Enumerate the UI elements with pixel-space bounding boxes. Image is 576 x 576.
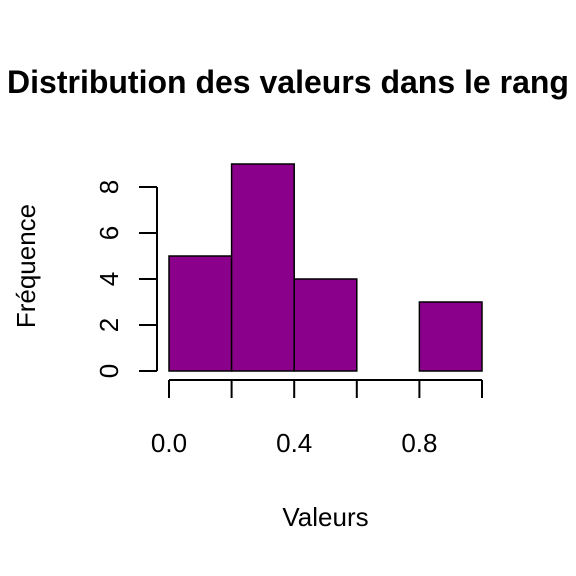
y-axis-label: Fréquence — [11, 204, 41, 328]
x-tick-label: 0.0 — [151, 428, 187, 458]
y-tick-label: 4 — [94, 272, 124, 286]
histogram-bar — [418, 301, 483, 372]
x-tick-label: 0.4 — [276, 428, 312, 458]
x-tick-label: 0.8 — [401, 428, 437, 458]
y-tick-label: 0 — [94, 364, 124, 378]
bars-group — [168, 163, 483, 372]
chart-title: Distribution des valeurs dans le rang — [7, 64, 569, 100]
y-axis: 0 2 4 6 8 — [94, 180, 158, 378]
y-tick-label: 2 — [94, 318, 124, 332]
histogram-bar — [293, 278, 358, 372]
y-tick-label: 8 — [94, 180, 124, 194]
histogram-bar — [168, 255, 233, 372]
histogram-bar — [230, 163, 295, 372]
x-axis-label: Valeurs — [282, 502, 368, 532]
x-axis: 0.0 0.4 0.8 — [151, 379, 483, 458]
y-tick-label: 6 — [94, 226, 124, 240]
